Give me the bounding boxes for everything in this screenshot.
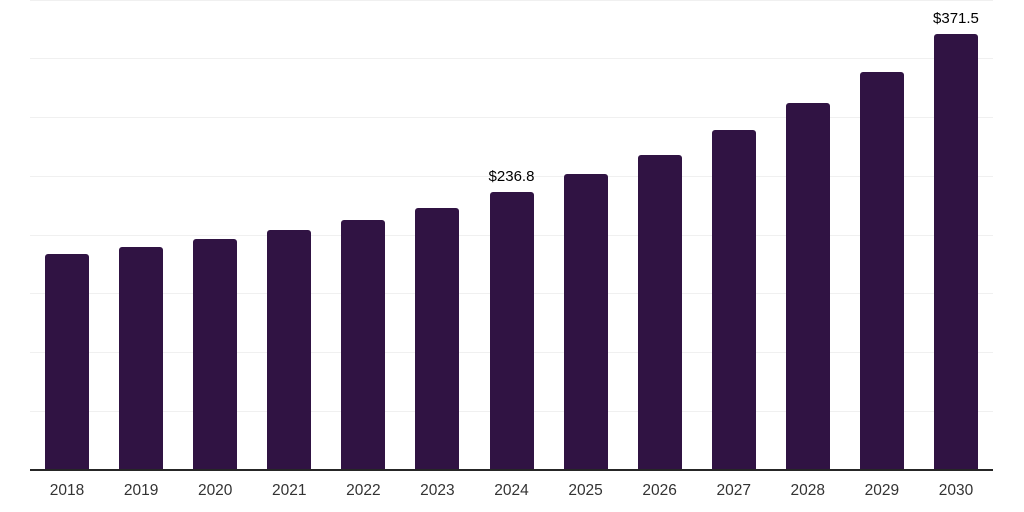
bar-2022 [341, 219, 386, 470]
x-tick-label-2028: 2028 [790, 482, 826, 499]
bar-2019 [119, 246, 164, 470]
gridline [30, 0, 993, 1]
x-tick-label-2030: 2030 [938, 482, 974, 499]
bar-2026 [637, 155, 682, 470]
bar-2023 [415, 207, 460, 470]
bar-2024 [489, 191, 534, 470]
x-axis-tick-labels: 2018 2019 2020 2021 2022 2023 2024 2025 2026 2027… [0, 482, 1024, 502]
x-tick-label-2029: 2029 [864, 482, 900, 499]
gridline [30, 175, 993, 177]
bar-2029 [859, 71, 904, 470]
bar-2028 [785, 103, 830, 470]
x-tick-label-2024: 2024 [494, 482, 529, 499]
plot-area: $236.8 $371.5 [30, 0, 993, 470]
x-tick-label-2025: 2025 [568, 482, 603, 499]
bar-value-label-2024: $236.8 [488, 167, 535, 185]
bar-2018 [45, 253, 90, 470]
gridline [30, 117, 993, 118]
bar-2030 [933, 33, 978, 470]
x-tick-label-2026: 2026 [642, 482, 677, 499]
bar-2027 [711, 130, 756, 470]
x-tick-label-2019: 2019 [123, 482, 159, 499]
x-tick-label-2023: 2023 [420, 482, 455, 499]
bar-value-label-2030: $371.5 [933, 9, 979, 27]
x-tick-label-2022: 2022 [346, 482, 381, 499]
gridline [30, 58, 993, 60]
bar-2021 [267, 229, 312, 470]
x-tick-label-2018: 2018 [49, 482, 85, 499]
x-axis-line [30, 469, 993, 471]
x-tick-label-2020: 2020 [197, 482, 233, 499]
bar-2025 [563, 173, 608, 470]
x-tick-label-2027: 2027 [716, 482, 751, 499]
x-tick-label-2021: 2021 [272, 482, 307, 499]
bar-2020 [193, 238, 238, 470]
